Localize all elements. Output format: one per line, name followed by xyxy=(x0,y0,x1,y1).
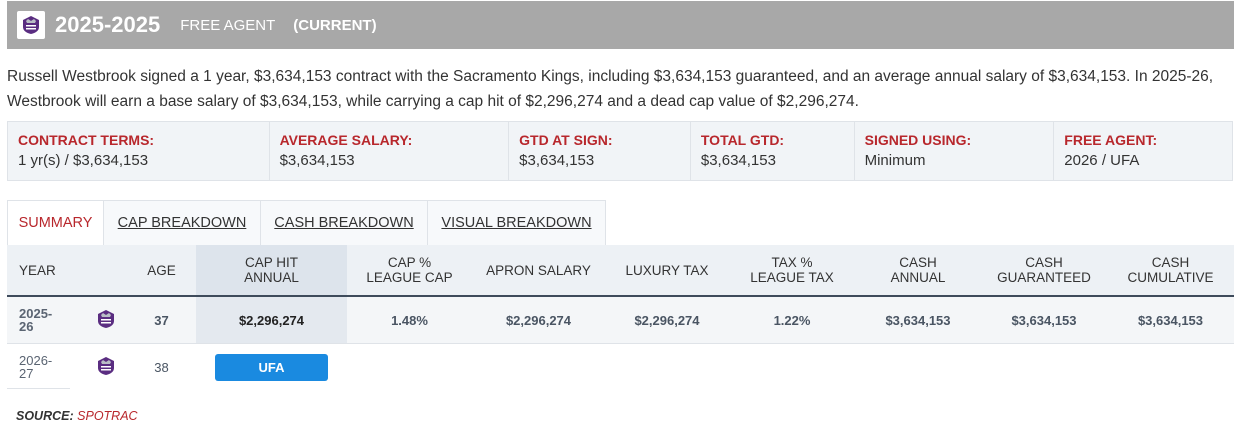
cap-hit-cell: $2,296,274 xyxy=(196,296,347,344)
source-label: SOURCE: xyxy=(16,409,74,423)
apron-cell: $2,296,274 xyxy=(472,296,605,344)
contract-years: 2025-2025 xyxy=(55,12,161,37)
col-header-subline: CUMULATIVE xyxy=(1127,270,1214,285)
contract-header: 2025-2025 FREE AGENT (CURRENT) xyxy=(7,1,1234,49)
year-line: 26 xyxy=(19,319,34,334)
col-header-subline: LEAGUE CAP xyxy=(366,270,453,285)
kings-logo-icon xyxy=(17,11,45,39)
year-line: 2026- xyxy=(19,353,53,368)
col-cap-hit: CAP HIT ANNUAL xyxy=(196,245,347,297)
col-header-line: CAP % xyxy=(387,255,432,270)
term-total-gtd: TOTAL GTD: $3,634,153 xyxy=(691,122,855,180)
col-header-line: CASH xyxy=(1025,255,1063,270)
col-header-subline: ANNUAL xyxy=(244,270,299,285)
col-cap-pct: CAP % LEAGUE CAP xyxy=(347,245,472,297)
col-header-line: CASH xyxy=(899,255,937,270)
term-value: $3,634,153 xyxy=(519,152,595,169)
term-value: Minimum xyxy=(864,152,926,169)
term-label: TOTAL GTD: xyxy=(700,132,785,148)
col-team-logo xyxy=(85,245,127,297)
table-row: 2026- 27 38 UFA xyxy=(7,343,1234,390)
year-line: 2025- xyxy=(19,306,53,321)
term-contract: CONTRACT TERMS: 1 yr(s) / $3,634,153 xyxy=(8,122,270,180)
term-value: $3,634,153 xyxy=(279,152,355,169)
col-apron-salary: APRON SALARY xyxy=(472,245,605,297)
source-link[interactable]: SPOTRAC xyxy=(77,409,138,423)
description-line-1: Russell Westbrook signed a 1 year, $3,63… xyxy=(7,68,1214,85)
ufa-badge[interactable]: UFA xyxy=(215,353,328,381)
cap-pct-cell: 1.48% xyxy=(347,296,472,344)
term-label: AVERAGE SALARY: xyxy=(279,132,413,148)
luxury-tax-cell: $2,296,274 xyxy=(605,296,729,344)
source-credit: SOURCE: SPOTRAC xyxy=(16,409,138,423)
col-header-line: CASH xyxy=(1151,255,1190,270)
year-line: 27 xyxy=(19,366,34,381)
col-cash-multi: CASH GUARANTEED CASH CUMULATIVE xyxy=(981,245,1234,297)
cash-cumulative-cell: $3,634,153 xyxy=(1137,312,1204,328)
term-label: GTD AT SIGN: xyxy=(519,132,613,148)
breakdown-tabs: SUMMARY CAP BREAKDOWN CASH BREAKDOWN VIS… xyxy=(7,200,606,245)
col-luxury-tax: LUXURY TAX xyxy=(605,245,729,297)
contract-table: YEAR AGE CAP HIT ANNUAL CAP % LEAGUE CAP… xyxy=(7,245,1234,390)
term-label: CONTRACT TERMS: xyxy=(18,132,155,148)
age-cell: 37 xyxy=(127,296,196,344)
cash-guaranteed-cell: $3,634,153 xyxy=(1011,312,1077,328)
term-average-salary: AVERAGE SALARY: $3,634,153 xyxy=(270,122,510,180)
age-cell: 38 xyxy=(127,343,196,390)
term-label: FREE AGENT: xyxy=(1064,132,1158,148)
term-value: $3,634,153 xyxy=(700,152,776,169)
term-gtd-at-sign: GTD AT SIGN: $3,634,153 xyxy=(509,122,691,180)
col-cash-annual: CASH ANNUAL xyxy=(855,245,981,297)
kings-logo-icon xyxy=(85,296,127,344)
tab-visual-breakdown[interactable]: VISUAL BREAKDOWN xyxy=(428,201,605,245)
term-free-agent: FREE AGENT: 2026 / UFA xyxy=(1054,122,1232,180)
row-divider xyxy=(7,388,70,389)
year-cell: 2025- 26 xyxy=(7,296,85,344)
tab-cap-breakdown[interactable]: CAP BREAKDOWN xyxy=(104,201,261,245)
col-header-line: TAX % xyxy=(771,255,813,270)
ufa-cell: UFA xyxy=(196,343,347,390)
col-header-subline: ANNUAL xyxy=(890,270,946,285)
col-cash-cumulative: CASH CUMULATIVE xyxy=(1107,255,1234,285)
term-value: 2026 / UFA xyxy=(1064,152,1140,169)
contract-status: FREE AGENT xyxy=(180,16,276,34)
tab-cash-breakdown[interactable]: CASH BREAKDOWN xyxy=(261,201,428,245)
term-label: SIGNED USING: xyxy=(864,132,972,148)
cash-annual-cell: $3,634,153 xyxy=(855,296,981,344)
col-year: YEAR xyxy=(7,245,85,297)
year-cell: 2026- 27 xyxy=(7,343,85,390)
contract-description: Russell Westbrook signed a 1 year, $3,63… xyxy=(7,64,1229,114)
col-header-line: CAP HIT xyxy=(244,255,298,270)
col-cash-guaranteed: CASH GUARANTEED xyxy=(981,255,1107,285)
table-header-row: YEAR AGE CAP HIT ANNUAL CAP % LEAGUE CAP… xyxy=(7,245,1234,297)
current-label: (CURRENT) xyxy=(293,16,377,34)
kings-logo-icon xyxy=(85,343,127,390)
term-value: 1 yr(s) / $3,634,153 xyxy=(18,152,149,169)
term-signed-using: SIGNED USING: Minimum xyxy=(855,122,1055,180)
col-tax-pct: TAX % LEAGUE TAX xyxy=(729,245,855,297)
table-row: 2025- 26 37 $2,296,274 1.48% $2,296,274 … xyxy=(7,296,1234,344)
description-line-2: Westbrook will earn a base salary of $3,… xyxy=(7,93,859,110)
col-age: AGE xyxy=(127,245,196,297)
contract-terms: CONTRACT TERMS: 1 yr(s) / $3,634,153 AVE… xyxy=(7,121,1233,181)
cash-multi-cell: $3,634,153 $3,634,153 xyxy=(981,296,1234,344)
col-header-subline: GUARANTEED xyxy=(997,270,1091,285)
tax-pct-cell: 1.22% xyxy=(729,296,855,344)
col-header-subline: LEAGUE TAX xyxy=(750,270,834,285)
tab-summary[interactable]: SUMMARY xyxy=(8,201,104,245)
